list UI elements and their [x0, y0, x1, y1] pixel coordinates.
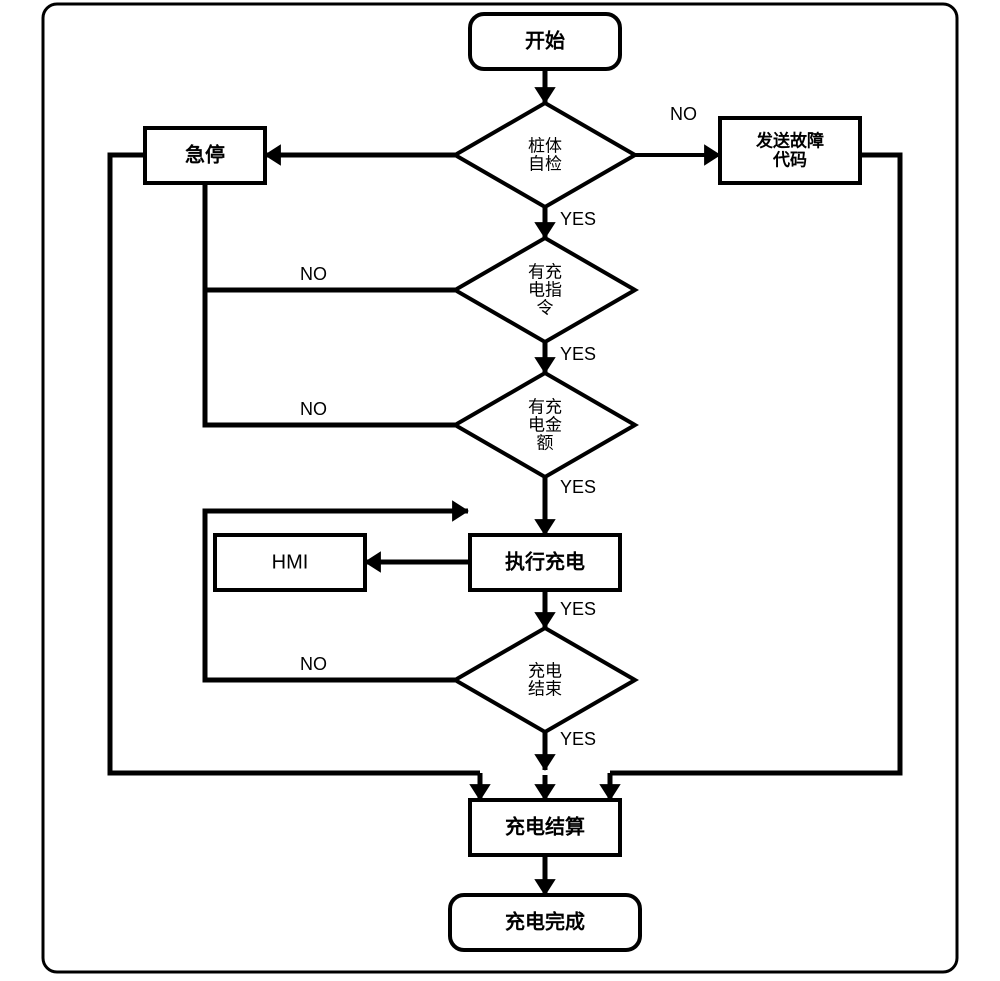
svg-text:代码: 代码 — [772, 150, 807, 170]
svg-text:开始: 开始 — [525, 29, 565, 53]
svg-text:充电完成: 充电完成 — [505, 910, 585, 934]
arrowhead — [705, 145, 720, 165]
arrowhead — [535, 223, 555, 238]
svg-text:急停: 急停 — [185, 143, 225, 167]
node-hascmd: 有充电指令 — [455, 238, 635, 342]
svg-text:发送故障: 发送故障 — [755, 131, 824, 151]
label-chargeend_yes: YES — [560, 729, 596, 749]
label-hasmoney_yes: YES — [560, 477, 596, 497]
label-hascmd_no: NO — [300, 264, 327, 284]
arrowhead — [535, 785, 555, 800]
arrowhead — [265, 145, 280, 165]
svg-text:HMI: HMI — [272, 552, 309, 574]
svg-text:有充: 有充 — [528, 263, 562, 282]
node-execute: 执行充电 — [470, 535, 620, 590]
svg-text:令: 令 — [537, 299, 554, 318]
svg-text:结束: 结束 — [528, 680, 562, 699]
hascmd-no-loop — [205, 183, 455, 290]
fault-to-settle — [610, 155, 900, 773]
arrowhead — [470, 785, 490, 800]
node-start: 开始 — [470, 14, 620, 69]
node-hasmoney: 有充电金额 — [455, 373, 635, 477]
svg-text:有充: 有充 — [528, 398, 562, 417]
flowchart-container: 开始桩体自检急停发送故障代码有充电指令有充电金额执行充电HMI充电结束充电结算充… — [0, 0, 1000, 981]
label-execute_yes: YES — [560, 599, 596, 619]
node-settle: 充电结算 — [470, 800, 620, 855]
hasmoney-no-loop — [205, 183, 455, 425]
label-hascmd_yes: YES — [560, 344, 596, 364]
node-selfcheck: 桩体自检 — [455, 103, 635, 207]
arrowhead — [535, 358, 555, 373]
svg-text:电指: 电指 — [528, 281, 562, 300]
node-estop: 急停 — [145, 128, 265, 183]
arrowhead — [535, 520, 555, 535]
node-hmi: HMI — [215, 535, 365, 590]
label-selfcheck_no: NO — [670, 104, 697, 124]
svg-text:充电结算: 充电结算 — [505, 815, 585, 839]
arrowhead — [535, 613, 555, 628]
arrowhead — [535, 88, 555, 103]
label-chargeend_no: NO — [300, 654, 327, 674]
svg-text:电金: 电金 — [528, 416, 562, 435]
flowchart-svg: 开始桩体自检急停发送故障代码有充电指令有充电金额执行充电HMI充电结束充电结算充… — [0, 0, 1000, 981]
node-faultcode: 发送故障代码 — [720, 118, 860, 183]
node-chargeend: 充电结束 — [455, 628, 635, 732]
svg-text:自检: 自检 — [528, 155, 562, 174]
arrowhead — [535, 880, 555, 895]
svg-text:桩体: 桩体 — [528, 137, 562, 156]
label-hasmoney_no: NO — [300, 399, 327, 419]
label-selfcheck_yes: YES — [560, 209, 596, 229]
svg-text:充电: 充电 — [528, 662, 562, 681]
svg-text:额: 额 — [537, 434, 554, 453]
svg-text:执行充电: 执行充电 — [505, 550, 585, 574]
arrowhead — [600, 785, 620, 800]
arrowhead — [453, 501, 468, 521]
node-done: 充电完成 — [450, 895, 640, 950]
arrowhead — [365, 552, 380, 572]
arrowhead — [535, 755, 555, 770]
